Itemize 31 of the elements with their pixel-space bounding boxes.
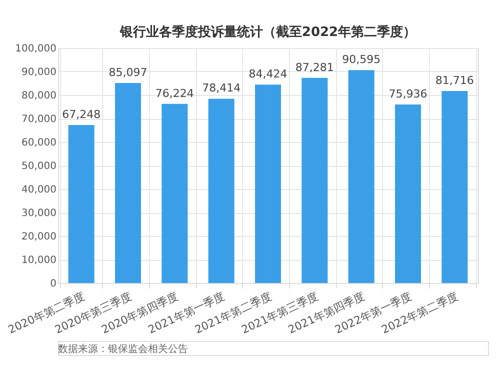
bar xyxy=(115,83,141,283)
y-tick-label: 50,000 xyxy=(22,161,56,172)
data-label: 76,224 xyxy=(155,86,194,100)
y-tick-label: 20,000 xyxy=(22,232,56,242)
y-tick-label: 0 xyxy=(50,278,56,290)
data-label: 81,716 xyxy=(435,74,474,87)
y-tick-label: 30,000 xyxy=(22,208,56,219)
y-tick-label: 40,000 xyxy=(22,184,56,196)
data-label: 67,248 xyxy=(62,108,101,121)
chart-title: 银行业各季度投诉量统计（截至2022年第二季度） xyxy=(118,24,416,40)
data-label: 78,414 xyxy=(202,82,241,95)
source-note: 数据来源：银保监会相关公告 xyxy=(58,343,188,355)
y-tick-label: 100,000 xyxy=(15,44,56,54)
bar xyxy=(255,84,281,283)
bar xyxy=(348,70,374,283)
data-label: 87,281 xyxy=(295,60,334,74)
data-label: 84,424 xyxy=(248,68,288,81)
y-tick-label: 60,000 xyxy=(22,138,56,148)
data-label: 75,936 xyxy=(388,88,428,101)
bar xyxy=(162,104,188,283)
bar xyxy=(302,78,328,283)
bar xyxy=(68,124,94,283)
y-tick-label: 10,000 xyxy=(22,255,56,266)
y-tick-label: 90,000 xyxy=(22,67,56,78)
bar xyxy=(442,90,468,283)
y-tick-label: 80,000 xyxy=(22,90,56,102)
bar xyxy=(208,98,234,283)
bar xyxy=(395,104,421,283)
data-label: 85,097 xyxy=(108,66,148,80)
y-tick-label: 70,000 xyxy=(22,114,56,125)
data-label: 90,595 xyxy=(342,53,381,66)
